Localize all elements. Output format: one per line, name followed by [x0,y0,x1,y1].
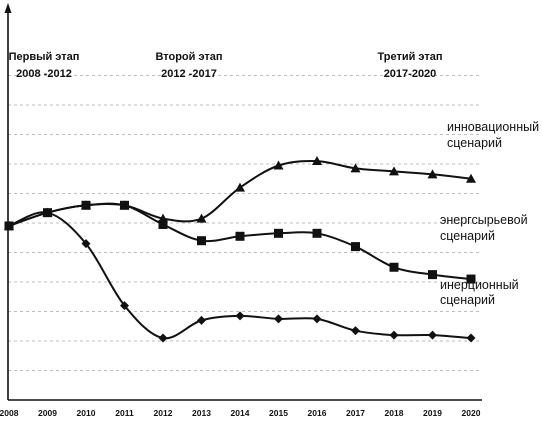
data-point-square [351,242,360,252]
series-label-inertial-line1: инерционный [440,278,519,292]
series-label-energy-line1: энергсырьевой [440,213,528,227]
data-point-square [312,228,322,238]
series-label-innovation-line1: инновационный [447,120,539,134]
series-group [4,156,476,343]
series-inertial [4,208,476,343]
data-point-triangle [389,166,399,176]
data-point-diamond [81,239,91,249]
stage-2-years: 2012 -2017 [161,68,217,80]
x-tick-label: 2011 [115,408,134,418]
x-tick-label: 2009 [38,408,57,418]
series-energy-line [8,202,472,281]
data-point-diamond [197,315,206,325]
data-point-diamond [120,301,129,311]
series-label-innovation-line2: сценарий [447,136,502,150]
chart-axes [4,3,482,401]
data-point-square [466,274,476,284]
x-tick-label: 2020 [462,408,481,418]
x-tick-label: 2012 [154,408,173,418]
data-point-square [81,200,91,210]
series-energy [4,200,476,284]
stage-2-title: Второй этап [155,51,222,63]
stage-labels: Первый этап 2008 -2012 Второй этап 2012 … [9,51,443,80]
data-point-diamond [43,208,52,218]
y-axis-arrow [4,3,12,13]
x-tick-label: 2018 [385,408,404,418]
data-point-triangle [196,213,207,223]
x-tick-label: 2019 [423,408,442,418]
x-tick-labels: 2008 2009 2010 2011 2012 2013 2014 2015 2016 2017… [0,408,481,418]
horizontal-gridlines [8,75,482,371]
data-point-diamond [389,330,399,340]
data-point-square [120,200,129,210]
data-point-square [274,228,283,238]
data-point-diamond [158,333,168,343]
stage-3-years: 2017-2020 [384,68,437,80]
data-point-diamond [274,314,283,324]
data-point-diamond [428,330,437,340]
series-label-inertial-line2: сценарий [440,293,495,307]
data-point-triangle [466,173,476,183]
data-point-square [428,270,437,280]
data-point-square [389,262,399,272]
series-labels: инновационный сценарий энергсырьевой сце… [440,120,539,307]
data-point-triangle [273,160,284,170]
data-point-square [235,231,245,241]
data-point-diamond [4,221,14,231]
x-tick-label: 2017 [346,408,365,418]
stage-1-title: Первый этап [9,51,80,63]
data-point-triangle [350,163,361,173]
data-point-triangle [312,156,322,166]
x-tick-label: 2014 [231,408,250,418]
x-tick-label: 2016 [308,408,327,418]
series-label-energy-line2: сценарий [440,229,495,243]
data-point-diamond [312,314,322,324]
data-point-diamond [351,326,360,336]
data-point-diamond [466,333,476,343]
stage-1-years: 2008 -2012 [16,68,72,80]
data-point-square [197,236,206,246]
data-point-triangle [427,169,438,179]
series-innovation-line [8,159,472,227]
x-tick-label: 2010 [77,408,96,418]
x-tick-label: 2015 [269,408,288,418]
stage-3-title: Третий этап [377,51,442,63]
x-tick-label: 2013 [192,408,211,418]
data-point-diamond [235,311,245,321]
data-point-square [158,219,168,229]
data-point-triangle [235,182,245,192]
x-tick-label: 2008 [0,408,19,418]
